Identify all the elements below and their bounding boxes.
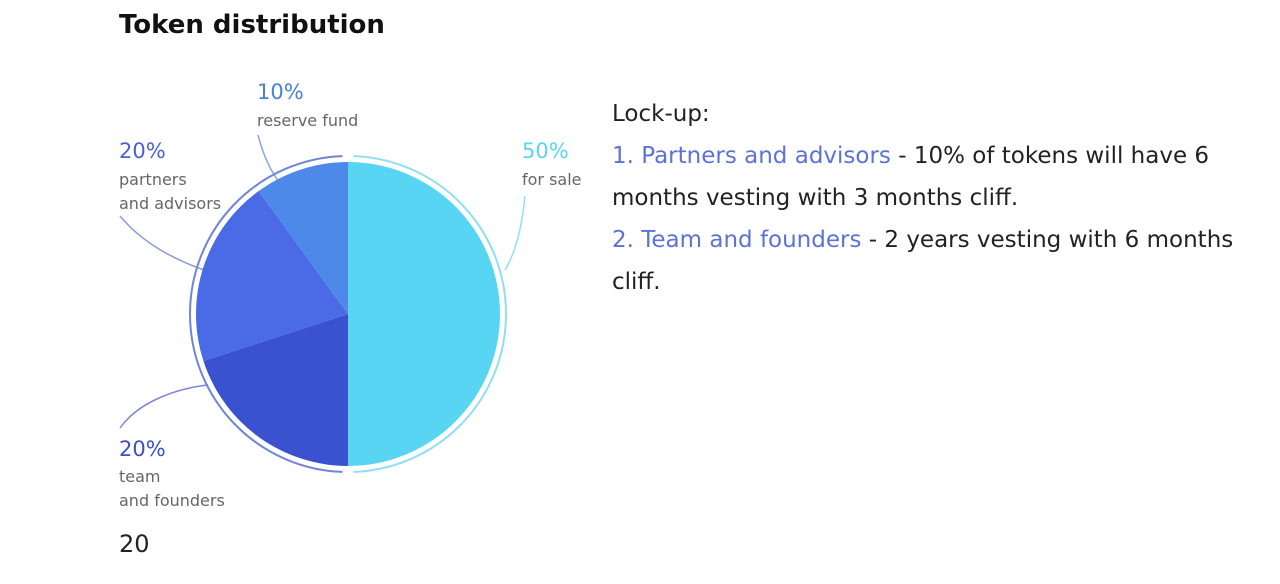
lockup-item-text: - 10% of tokens will have 6 months vesti…	[612, 143, 1210, 211]
lockup-item-partners: 1. Partners and advisors - 10% of tokens…	[612, 135, 1252, 219]
pie-label-text: partners and advisors	[119, 170, 221, 213]
pie-label-pct: 10%	[257, 80, 304, 104]
ring-arc	[189, 155, 343, 473]
lockup-item-text: - 2 years vesting with 6 months cliff.	[612, 227, 1234, 295]
pie-slice	[196, 191, 348, 361]
lockup-heading: Lock-up:	[612, 101, 710, 127]
pie-slice	[203, 314, 348, 466]
outer-ring	[189, 155, 507, 473]
pie-label-line: team	[119, 467, 161, 486]
connector-line	[504, 195, 526, 271]
pie-chart: 10% reserve fund 20% partners and adviso…	[119, 80, 582, 510]
pie-label-line: and founders	[119, 491, 225, 510]
pie-label-pct: 20%	[119, 437, 166, 461]
page-number: 20	[119, 530, 150, 558]
lockup-item-label: 2. Team and founders	[612, 227, 862, 253]
pie-label-text: reserve fund	[257, 111, 358, 130]
pie-label-text: team and founders	[119, 467, 225, 510]
pie-label-text: for sale	[522, 170, 582, 189]
pie-slices	[196, 162, 500, 466]
page-title: Token distribution	[119, 10, 385, 40]
lockup-item-label: 1. Partners and advisors	[612, 143, 891, 169]
pie-label-line: and advisors	[119, 194, 221, 213]
lockup-section: Lock-up: 1. Partners and advisors - 10% …	[612, 93, 1252, 303]
pie-slice	[258, 162, 348, 314]
pie-label-pct: 50%	[522, 139, 569, 163]
connector-line	[119, 215, 205, 271]
connector-line	[119, 384, 209, 429]
pie-label-pct: 20%	[119, 139, 166, 163]
ring-arc	[353, 155, 507, 473]
pie-label-line: partners	[119, 170, 187, 189]
pie-slice	[348, 162, 500, 466]
lockup-item-team: 2. Team and founders - 2 years vesting w…	[612, 219, 1252, 303]
